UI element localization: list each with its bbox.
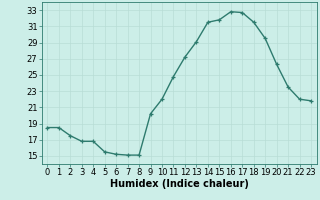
X-axis label: Humidex (Indice chaleur): Humidex (Indice chaleur) (110, 179, 249, 189)
